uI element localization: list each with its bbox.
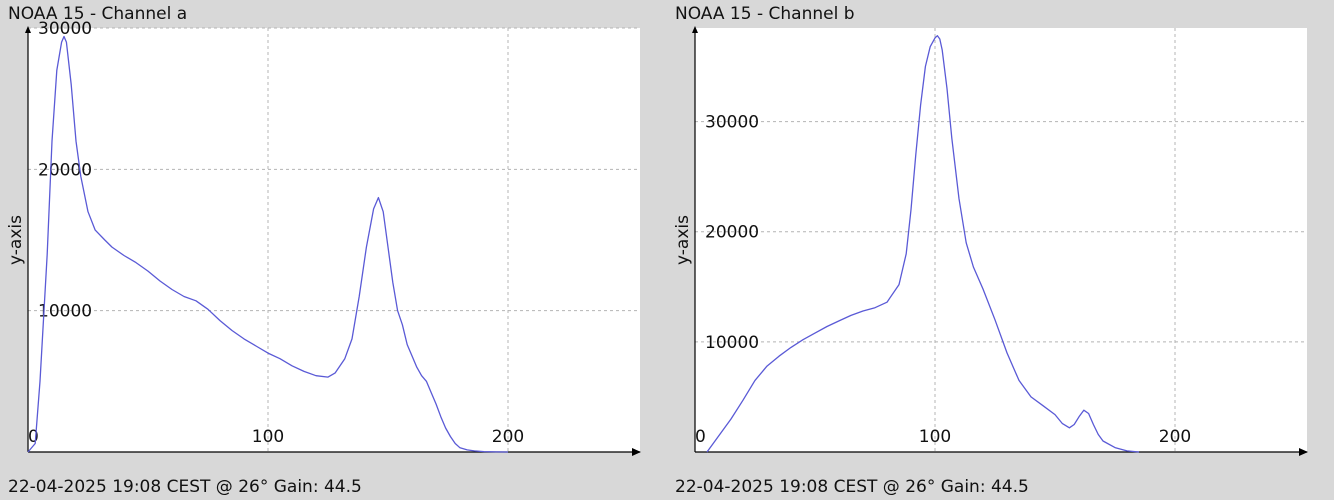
plot-area [28,28,640,452]
x-tick-label: 0 [28,427,39,447]
chart-title: NOAA 15 - Channel a [8,4,188,24]
x-tick-label: 100 [252,427,284,447]
y-axis-arrow [692,26,698,33]
x-axis-arrow [632,448,641,456]
chart-channel-a: 0 100 200 10000 20000 30000 y-axis [6,19,641,456]
y-axis-label: y-axis [6,215,26,265]
y-axis-label: y-axis [673,215,693,265]
y-tick-label: 10000 [38,302,92,322]
x-axis-arrow [1299,448,1308,456]
chart-panel-channel-a: NOAA 15 - Channel a 0 100 200 10000 20000 300… [6,4,641,497]
chart-footer: 22-04-2025 19:08 CEST @ 26° Gain: 44.5 [8,477,362,497]
x-tick-label: 0 [695,427,706,447]
chart-footer: 22-04-2025 19:08 CEST @ 26° Gain: 44.5 [675,477,1029,497]
y-tick-label: 20000 [705,223,759,243]
chart-panel-channel-b: NOAA 15 - Channel b 0 100 200 10000 20000 300… [667,0,1334,500]
series-line [706,35,1140,453]
x-tick-label: 200 [1159,427,1191,447]
chart-channel-b: 0 100 200 10000 20000 30000 y-axis [673,26,1308,456]
y-axis-arrow [25,26,31,33]
x-tick-label: 200 [492,427,524,447]
y-tick-label: 20000 [38,160,92,180]
y-tick-label: 10000 [705,333,759,353]
y-tick-label: 30000 [38,19,92,39]
plot-area [695,28,1307,452]
series-line [27,35,509,453]
x-tick-label: 100 [919,427,951,447]
chart-title: NOAA 15 - Channel b [675,4,855,24]
y-tick-label: 30000 [705,113,759,133]
